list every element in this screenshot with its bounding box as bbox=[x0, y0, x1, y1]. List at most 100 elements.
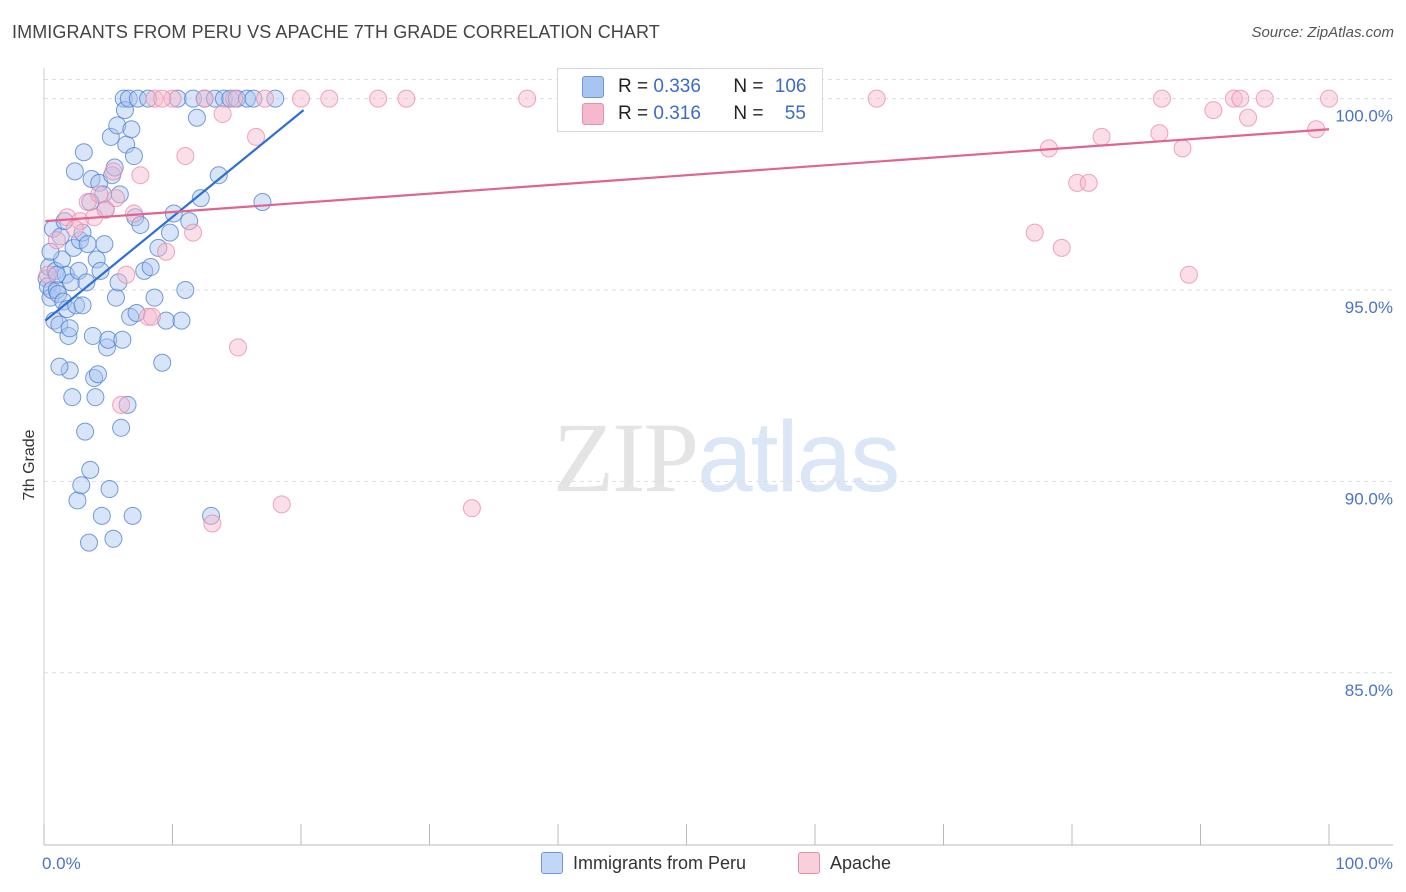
peru-point bbox=[145, 288, 164, 307]
apache-point bbox=[145, 89, 164, 108]
peru-point bbox=[123, 506, 142, 525]
stats-legend: R = 0.336 N = 106 R = 0.316 N = 55 bbox=[557, 68, 823, 132]
peru-point bbox=[118, 395, 137, 414]
legend-swatch-apache bbox=[582, 103, 604, 125]
peru-point bbox=[101, 127, 120, 146]
peru-point bbox=[64, 238, 83, 257]
bottom-legend-label-apache: Apache bbox=[830, 852, 892, 873]
legend-n-label: N = bbox=[733, 103, 769, 124]
legend-r-label: R = bbox=[618, 76, 654, 97]
trend-lines bbox=[44, 109, 1330, 322]
peru-point bbox=[115, 101, 134, 120]
apache-point bbox=[397, 89, 416, 108]
peru-point bbox=[65, 162, 84, 181]
apache-point bbox=[292, 89, 310, 108]
legend-row-peru: R = 0.336 N = 106 bbox=[582, 75, 806, 99]
apache-point bbox=[1079, 173, 1098, 192]
peru-point bbox=[114, 89, 133, 108]
apache-point bbox=[1152, 89, 1171, 108]
trend-line-apache bbox=[45, 128, 1330, 223]
peru-point bbox=[202, 506, 221, 525]
peru-point bbox=[108, 116, 127, 135]
apache-point bbox=[272, 495, 291, 514]
source-label: Source: ZipAtlas.com bbox=[1251, 24, 1394, 41]
apache-point bbox=[320, 89, 339, 108]
axes bbox=[43, 68, 1393, 846]
legend-n-value-apache: 55 bbox=[784, 103, 806, 124]
peru-point bbox=[160, 223, 179, 242]
peru-point bbox=[253, 192, 272, 211]
peru-point bbox=[172, 311, 191, 330]
peru-point bbox=[106, 288, 125, 307]
peru-point bbox=[266, 89, 285, 108]
peru-point bbox=[180, 212, 199, 231]
peru-point bbox=[157, 311, 176, 330]
peru-point bbox=[127, 303, 146, 322]
peru-point bbox=[214, 89, 233, 108]
apache-point bbox=[1231, 89, 1250, 108]
apache-point bbox=[1224, 89, 1243, 108]
apache-point bbox=[184, 223, 203, 242]
peru-point bbox=[41, 242, 60, 261]
peru-point bbox=[78, 235, 97, 254]
peru-point bbox=[81, 460, 100, 479]
peru-point bbox=[87, 250, 106, 269]
apache-point bbox=[1239, 108, 1258, 127]
peru-point bbox=[60, 319, 79, 338]
y-axis-label: 7th Grade bbox=[21, 429, 38, 500]
apache-point bbox=[153, 89, 172, 108]
peru-point bbox=[209, 166, 228, 185]
apache-point bbox=[176, 147, 195, 166]
bottom-swatch-peru bbox=[541, 852, 563, 874]
x-tick-label-max: 100.0% bbox=[1335, 854, 1393, 873]
bottom-legend-apache: Apache bbox=[798, 852, 891, 874]
apache-point bbox=[1204, 101, 1223, 120]
peru-point bbox=[153, 353, 172, 372]
watermark: ZIPatlas bbox=[553, 400, 900, 515]
peru-point bbox=[74, 143, 93, 162]
apache-point bbox=[369, 89, 388, 108]
peru-point bbox=[112, 418, 131, 437]
peru-point bbox=[104, 529, 123, 548]
peru-point bbox=[187, 108, 206, 127]
apache-point bbox=[112, 395, 131, 414]
apache-point bbox=[1255, 89, 1274, 108]
apache-point bbox=[1173, 139, 1192, 158]
peru-point bbox=[50, 357, 69, 376]
peru-point bbox=[88, 365, 107, 384]
bottom-swatch-apache bbox=[798, 852, 820, 874]
peru-point bbox=[86, 388, 105, 407]
peru-point bbox=[59, 326, 78, 345]
apache-point bbox=[131, 166, 150, 185]
peru-point bbox=[63, 388, 82, 407]
apache-point bbox=[38, 265, 57, 284]
watermark-atlas: atlas bbox=[697, 401, 900, 513]
y-tick-label: 95.0% bbox=[1345, 298, 1393, 317]
series-peru-points bbox=[37, 89, 285, 552]
peru-point bbox=[176, 281, 195, 300]
apache-point bbox=[157, 242, 176, 261]
bottom-legend-label-peru: Immigrants from Peru bbox=[573, 852, 747, 873]
peru-point bbox=[113, 330, 132, 349]
peru-point bbox=[139, 89, 158, 108]
apache-point bbox=[256, 89, 275, 108]
apache-point bbox=[47, 231, 66, 250]
peru-point bbox=[168, 89, 187, 108]
peru-point bbox=[99, 330, 118, 349]
legend-swatch-peru bbox=[582, 76, 604, 98]
apache-point bbox=[1092, 127, 1111, 146]
x-ticks bbox=[43, 824, 1330, 845]
trend-line-peru bbox=[44, 109, 305, 322]
peru-point bbox=[83, 326, 102, 345]
peru-point bbox=[124, 147, 143, 166]
apache-point bbox=[142, 307, 161, 326]
apache-point bbox=[1150, 124, 1169, 143]
peru-point bbox=[131, 215, 150, 234]
apache-point bbox=[163, 89, 182, 108]
grid-lines bbox=[44, 79, 1393, 674]
y-tick-label: 85.0% bbox=[1345, 681, 1393, 700]
y-tick-labels: 85.0% 90.0% 95.0% 100.0% bbox=[1335, 107, 1393, 700]
apache-point bbox=[213, 104, 232, 123]
watermark-zip: ZIP bbox=[553, 402, 699, 513]
apache-point bbox=[1320, 89, 1338, 108]
